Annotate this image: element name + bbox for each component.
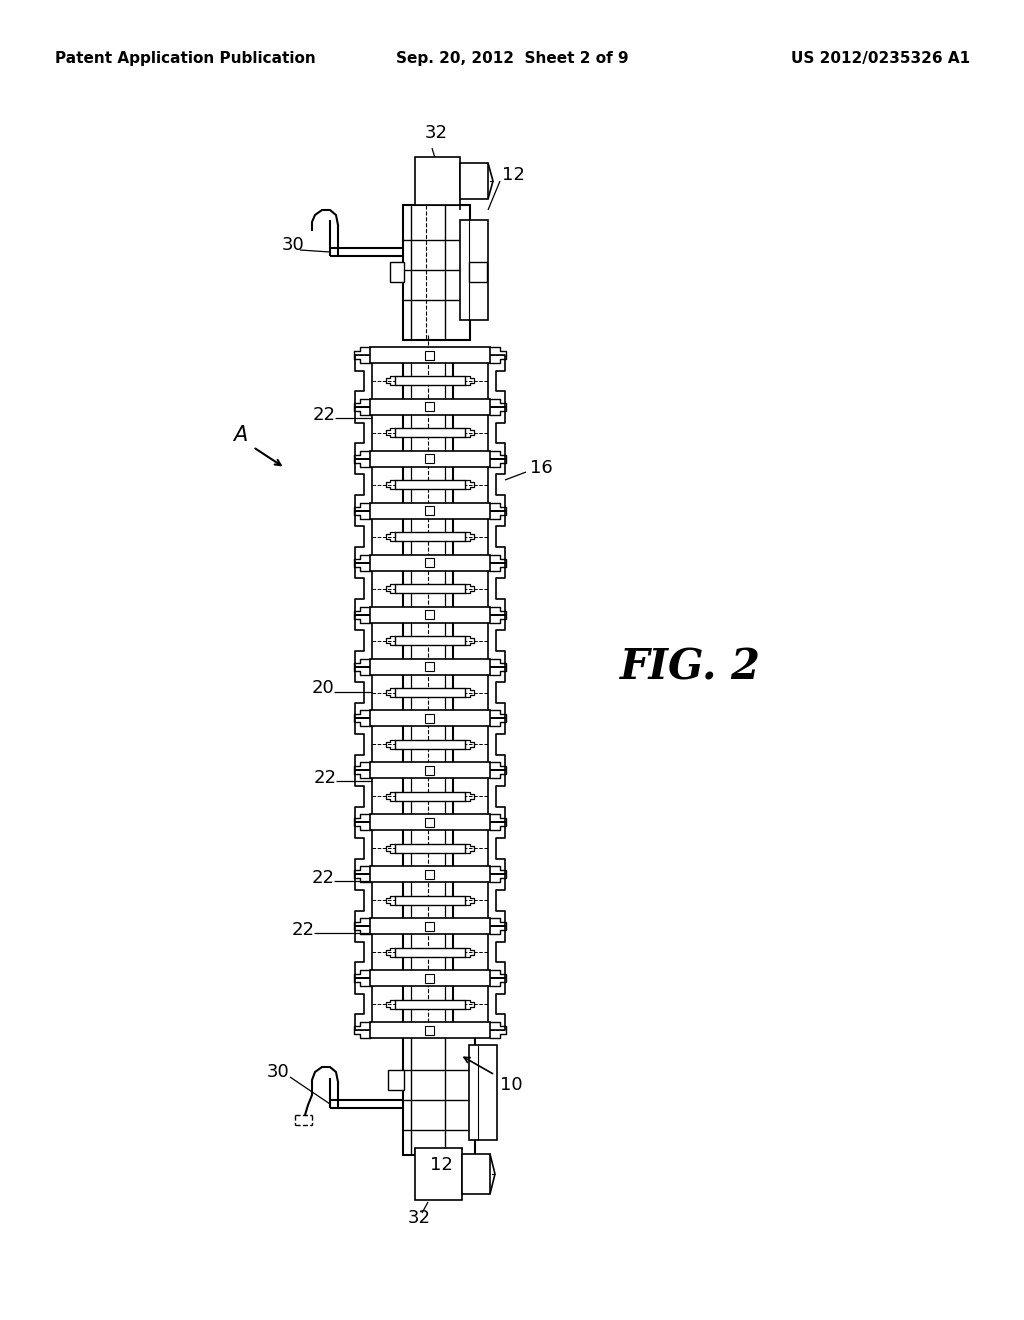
Text: 10: 10	[500, 1076, 522, 1094]
Text: 32: 32	[425, 124, 449, 143]
Bar	[469, 1045, 497, 1140]
Text: Patent Application Publication: Patent Application Publication	[55, 50, 315, 66]
Bar	[370, 451, 490, 467]
Bar	[460, 162, 488, 199]
Bar	[390, 261, 404, 282]
Bar	[370, 503, 490, 519]
Bar	[403, 205, 470, 341]
Bar	[425, 921, 433, 931]
Bar	[425, 454, 433, 463]
Text: 22: 22	[314, 770, 337, 787]
Bar	[395, 896, 465, 904]
Bar	[425, 558, 433, 568]
Bar	[395, 688, 465, 697]
Bar	[395, 429, 465, 437]
Text: 22: 22	[313, 407, 336, 424]
Bar	[370, 814, 490, 830]
Bar	[425, 663, 433, 671]
Bar	[460, 220, 488, 319]
Bar	[370, 347, 490, 363]
Bar	[415, 157, 460, 205]
Text: US 2012/0235326 A1: US 2012/0235326 A1	[791, 50, 970, 66]
Text: 22: 22	[312, 869, 335, 887]
Bar	[395, 585, 465, 593]
Bar	[395, 636, 465, 645]
Text: 16: 16	[530, 459, 553, 477]
Bar	[370, 866, 490, 882]
Bar	[425, 351, 433, 359]
Text: 12: 12	[430, 1156, 453, 1173]
Bar	[462, 1154, 490, 1195]
Text: 30: 30	[267, 1063, 290, 1081]
Bar	[370, 970, 490, 986]
Bar	[370, 710, 490, 726]
Bar	[388, 1071, 404, 1090]
Bar	[395, 376, 465, 385]
Bar	[370, 1022, 490, 1038]
Bar	[415, 1148, 462, 1200]
Bar	[395, 999, 465, 1008]
Bar	[425, 870, 433, 879]
Bar	[425, 1026, 433, 1035]
Text: 12: 12	[502, 166, 525, 183]
Text: A: A	[232, 425, 247, 445]
Bar	[425, 507, 433, 515]
Text: Sep. 20, 2012  Sheet 2 of 9: Sep. 20, 2012 Sheet 2 of 9	[395, 50, 629, 66]
Bar	[425, 818, 433, 826]
Bar	[395, 843, 465, 853]
Bar	[425, 714, 433, 723]
Text: 30: 30	[282, 236, 305, 253]
Bar	[370, 554, 490, 570]
Bar	[469, 261, 487, 282]
Text: 20: 20	[312, 678, 335, 697]
Bar	[395, 480, 465, 490]
Bar	[370, 763, 490, 779]
Bar	[395, 948, 465, 957]
Text: 22: 22	[292, 921, 315, 939]
Bar	[370, 607, 490, 623]
Bar	[370, 919, 490, 935]
Bar	[395, 741, 465, 748]
Bar	[425, 403, 433, 412]
Bar	[425, 610, 433, 619]
Bar	[403, 1030, 475, 1155]
Bar	[370, 659, 490, 675]
Bar	[395, 792, 465, 801]
Bar	[425, 766, 433, 775]
Text: FIG. 2: FIG. 2	[620, 647, 761, 689]
Bar	[425, 974, 433, 982]
Text: 32: 32	[408, 1209, 431, 1228]
Bar	[395, 532, 465, 541]
Bar	[370, 399, 490, 414]
